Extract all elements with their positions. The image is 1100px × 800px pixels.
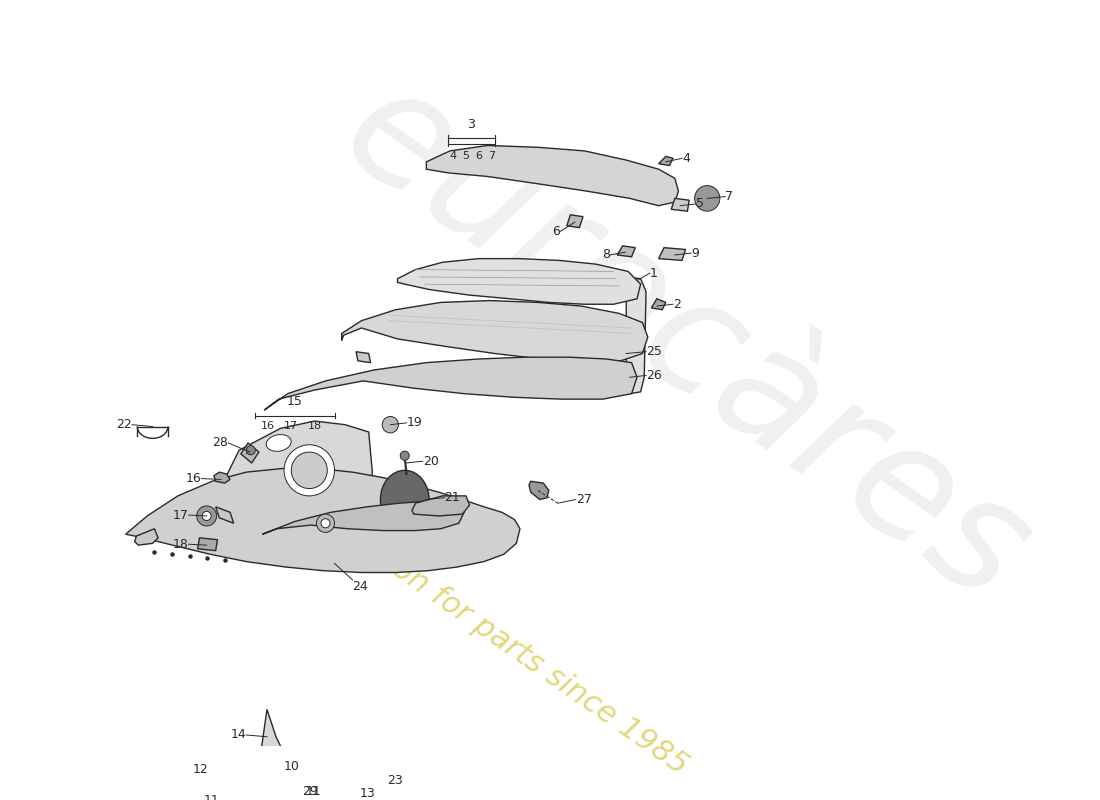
Text: 6: 6 (475, 151, 482, 161)
Text: 11: 11 (306, 785, 321, 798)
Text: a passion for parts since 1985: a passion for parts since 1985 (299, 492, 694, 781)
Text: 7: 7 (487, 151, 495, 161)
Polygon shape (360, 772, 385, 789)
Text: 4: 4 (450, 151, 456, 161)
Text: eurocàres: eurocàres (316, 53, 1056, 636)
Polygon shape (134, 529, 158, 545)
Polygon shape (411, 496, 470, 516)
Text: 5: 5 (696, 198, 704, 210)
Text: 24: 24 (352, 580, 368, 593)
Text: 1: 1 (650, 266, 658, 280)
Polygon shape (239, 796, 250, 800)
Text: 17: 17 (173, 509, 189, 522)
Circle shape (246, 446, 255, 455)
Polygon shape (216, 507, 233, 523)
Text: 22: 22 (117, 418, 132, 431)
Polygon shape (264, 357, 637, 410)
Circle shape (202, 511, 211, 521)
Polygon shape (671, 198, 690, 211)
Text: 18: 18 (173, 538, 189, 550)
Text: 23: 23 (387, 774, 403, 787)
Text: 15: 15 (287, 395, 303, 408)
Ellipse shape (266, 434, 292, 451)
Text: 18: 18 (308, 421, 322, 431)
Polygon shape (261, 710, 294, 800)
Polygon shape (216, 421, 372, 516)
Polygon shape (397, 258, 640, 304)
Polygon shape (626, 277, 646, 394)
Polygon shape (342, 790, 354, 800)
Text: 17: 17 (284, 421, 298, 431)
Text: 25: 25 (646, 345, 662, 358)
Text: 16: 16 (186, 472, 201, 485)
Text: 10: 10 (284, 760, 299, 774)
Text: 8: 8 (602, 249, 610, 262)
Text: 6: 6 (552, 225, 561, 238)
Circle shape (317, 514, 334, 532)
Polygon shape (566, 215, 583, 227)
Polygon shape (227, 765, 239, 774)
Circle shape (197, 506, 217, 526)
Polygon shape (125, 469, 520, 573)
Text: 5: 5 (462, 151, 470, 161)
Polygon shape (342, 301, 648, 362)
Text: 14: 14 (231, 729, 246, 742)
Polygon shape (529, 482, 549, 499)
Polygon shape (356, 352, 371, 362)
Polygon shape (241, 443, 258, 463)
Text: 28: 28 (212, 437, 229, 450)
Text: 7: 7 (725, 190, 734, 203)
Polygon shape (651, 298, 666, 310)
Polygon shape (198, 538, 218, 550)
Circle shape (284, 445, 334, 496)
Text: 4: 4 (682, 152, 690, 165)
Text: 3: 3 (468, 118, 475, 131)
Text: 29: 29 (302, 785, 318, 798)
Polygon shape (278, 791, 297, 800)
Text: 13: 13 (360, 787, 375, 800)
Circle shape (400, 451, 409, 460)
Circle shape (332, 789, 341, 798)
Polygon shape (263, 502, 464, 534)
Circle shape (694, 186, 719, 211)
Text: 12: 12 (192, 763, 209, 776)
Text: 19: 19 (407, 416, 422, 430)
Text: 26: 26 (646, 369, 662, 382)
Text: 9: 9 (691, 246, 698, 260)
Text: 27: 27 (575, 493, 592, 506)
Text: 20: 20 (422, 454, 439, 468)
Polygon shape (659, 248, 685, 261)
Text: 21: 21 (444, 491, 460, 504)
Circle shape (292, 452, 328, 489)
Polygon shape (213, 472, 230, 483)
Polygon shape (617, 246, 635, 257)
Polygon shape (659, 157, 673, 166)
Text: 11: 11 (204, 794, 219, 800)
Text: 16: 16 (261, 421, 275, 431)
Ellipse shape (381, 470, 429, 529)
Text: 2: 2 (673, 298, 681, 310)
Circle shape (321, 518, 330, 528)
Circle shape (382, 417, 398, 433)
Polygon shape (427, 146, 679, 206)
